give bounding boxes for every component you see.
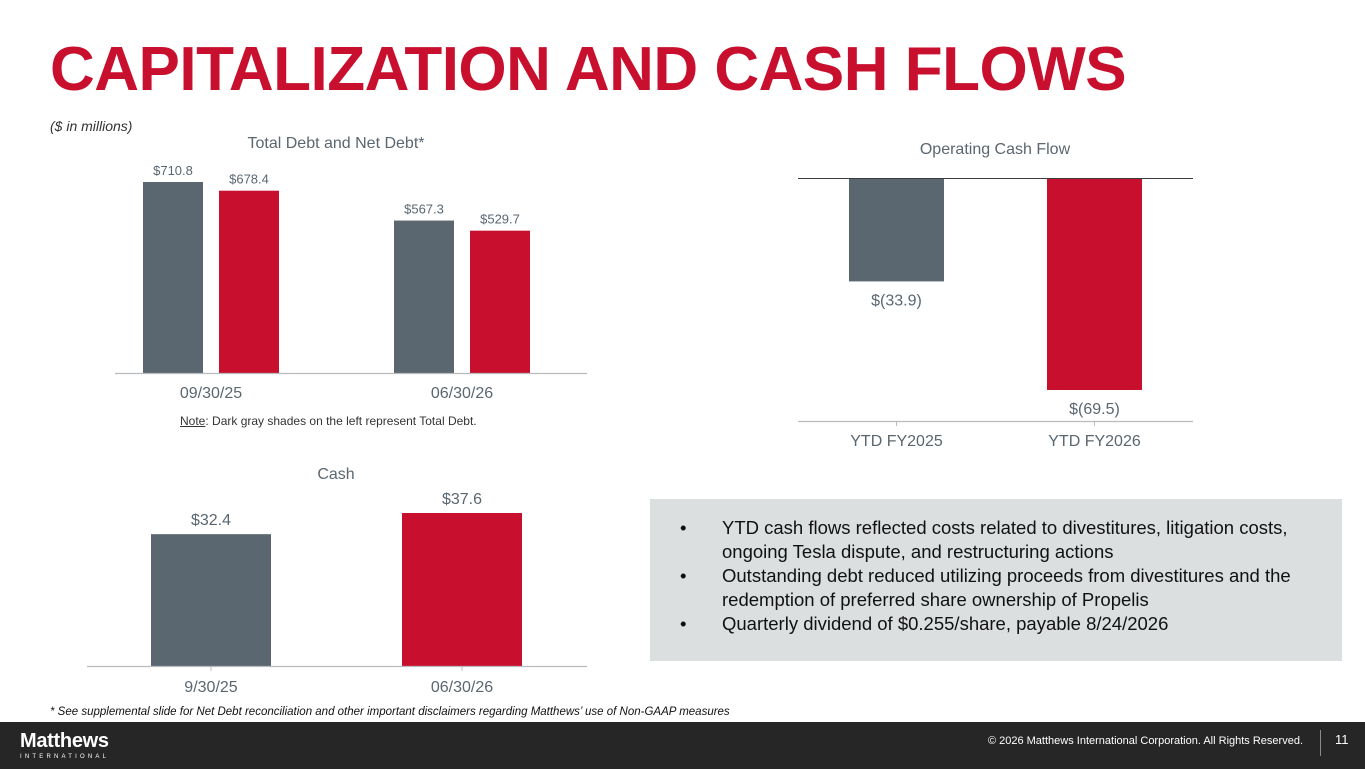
logo-name: Matthews — [20, 730, 109, 752]
cash-value-label: $37.6 — [442, 491, 482, 508]
highlight-text: YTD cash flows reflected costs related t… — [722, 517, 1288, 562]
ocf-bar — [1047, 178, 1142, 390]
debt-value-label: $529.7 — [480, 212, 520, 227]
page-number: 11 — [1335, 732, 1349, 747]
highlight-text: Outstanding debt reduced utilizing proce… — [722, 565, 1291, 610]
logo-subtitle: INTERNATIONAL — [20, 754, 110, 760]
highlight-item: • YTD cash flows reflected costs related … — [680, 516, 1322, 564]
debt-bar — [470, 230, 530, 373]
highlight-item: • Quarterly dividend of $0.255/share, pay… — [680, 612, 1322, 636]
cash-bar — [151, 534, 271, 666]
debt-bar — [143, 182, 203, 373]
x-tick-label: 06/30/26 — [431, 385, 493, 402]
highlight-text: Quarterly dividend of $0.255/share, paya… — [722, 613, 1169, 634]
copyright-text: © 2026 Matthews International Corporatio… — [987, 735, 1303, 747]
ocf-value-label: $(33.9) — [871, 292, 922, 309]
chart-title: Cash — [317, 466, 354, 483]
x-tick-label: 06/30/26 — [431, 679, 493, 696]
x-tick-label: 9/30/25 — [184, 679, 237, 696]
footer-divider — [1320, 730, 1321, 756]
highlights-list: • YTD cash flows reflected costs related … — [650, 499, 1342, 636]
ocf-value-label: $(69.5) — [1069, 401, 1120, 418]
cash-value-label: $32.4 — [191, 512, 231, 529]
note-prefix: Note — [180, 414, 206, 428]
debt-bar — [219, 190, 279, 373]
debt-bar — [394, 220, 454, 373]
highlight-item: • Outstanding debt reduced utilizing proc… — [680, 564, 1322, 612]
footer-bar: Matthews INTERNATIONAL © 2026 Matthews I… — [0, 722, 1365, 769]
slide-title: CAPITALIZATION AND CASH FLOWS — [50, 35, 1127, 104]
cash-bar — [402, 513, 522, 666]
highlights-callout: • YTD cash flows reflected costs related … — [650, 499, 1342, 661]
matthews-logo: Matthews INTERNATIONAL — [20, 730, 109, 761]
debt-value-label: $678.4 — [229, 172, 269, 187]
total-debt-net-debt-chart: Total Debt and Net Debt* $710.8 $678.4 09/3… — [115, 135, 587, 402]
units-label: ($ in millions) — [50, 118, 133, 134]
x-tick-label: 09/30/25 — [180, 385, 242, 402]
note-text: : Dark gray shades on the left represent… — [205, 414, 477, 428]
x-tick-label: YTD FY2025 — [850, 433, 943, 450]
cash-chart: Cash $32.4 9/30/25 $37.6 06/30/26 — [87, 466, 587, 696]
debt-value-label: $710.8 — [153, 163, 193, 178]
chart-title: Total Debt and Net Debt* — [248, 135, 425, 152]
chart-note: Note: Dark gray shades on the left repre… — [180, 414, 477, 428]
bullet-glyph: • — [680, 565, 687, 586]
operating-cash-flow-chart: Operating Cash Flow $(33.9) YTD FY2025 $(69… — [798, 141, 1193, 450]
chart-title: Operating Cash Flow — [920, 141, 1071, 158]
x-tick-label: YTD FY2026 — [1048, 433, 1141, 450]
debt-value-label: $567.3 — [404, 202, 444, 217]
ocf-bar — [849, 178, 944, 282]
bullet-glyph: • — [680, 517, 687, 538]
footnote: * See supplemental slide for Net Debt re… — [50, 706, 730, 718]
bullet-glyph: • — [680, 613, 687, 634]
